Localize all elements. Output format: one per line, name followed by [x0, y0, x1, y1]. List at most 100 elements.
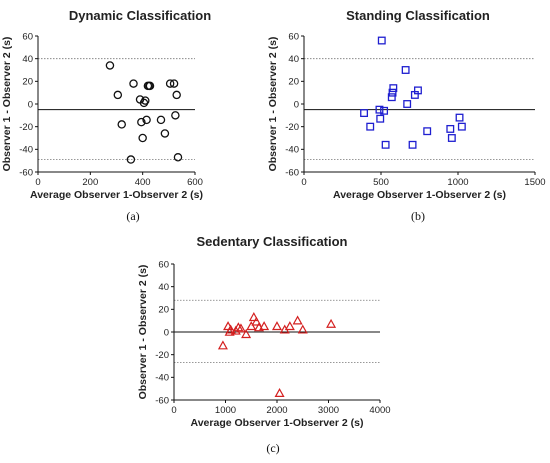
- y-tick-label: 60: [158, 259, 169, 270]
- data-point: [414, 86, 422, 95]
- data-point: [376, 114, 385, 123]
- data-point: [241, 329, 252, 339]
- y-tick-label: -40: [155, 373, 169, 384]
- data-point: [156, 115, 166, 125]
- data-point: [126, 155, 136, 164]
- panel-label: (b): [411, 209, 425, 223]
- x-tick-label: 4000: [369, 405, 390, 416]
- panel-2: Standing Classification -60 -40 -20 0 20 40 60 0…: [267, 8, 546, 223]
- data-point: [271, 321, 283, 331]
- data-point: [160, 129, 170, 138]
- y-tick-label: 40: [158, 282, 169, 293]
- panel-label: (c): [266, 441, 279, 455]
- data-point: [447, 134, 456, 142]
- x-tick-label: 1000: [215, 405, 236, 416]
- x-tick-label: 0: [171, 405, 176, 416]
- y-tick-label: 60: [288, 31, 299, 42]
- data-point: [246, 321, 257, 331]
- data-point: [284, 321, 295, 331]
- data-point: [389, 84, 398, 93]
- x-tick-label: 1500: [524, 177, 545, 188]
- y-tick-label: 60: [22, 31, 33, 42]
- y-tick-label: -60: [155, 395, 169, 406]
- data-point: [105, 61, 115, 70]
- x-axis-label: Average Observer 1-Observer 2 (s): [191, 417, 364, 429]
- y-tick-label: 20: [22, 77, 33, 88]
- data-point: [297, 324, 308, 334]
- y-tick-label: 0: [28, 99, 33, 110]
- data-point: [217, 340, 228, 350]
- chart-title: Sedentary Classification: [197, 234, 348, 249]
- data-point: [403, 100, 412, 108]
- data-point: [248, 312, 259, 322]
- y-tick-label: 40: [22, 54, 33, 65]
- data-point: [381, 140, 390, 149]
- data-point: [172, 90, 181, 100]
- y-axis-label: Observer 1 - Observer 2 (s): [137, 265, 149, 400]
- data-point: [173, 153, 183, 162]
- x-axis-label: Average Observer 1-Observer 2 (s): [30, 189, 203, 201]
- data-point: [446, 124, 455, 133]
- x-tick-label: 500: [373, 177, 389, 188]
- data-point: [137, 117, 146, 127]
- y-tick-label: 20: [158, 305, 169, 316]
- data-point: [380, 106, 389, 115]
- x-tick-label: 400: [135, 177, 151, 188]
- data-point: [274, 387, 285, 397]
- data-point: [401, 66, 410, 74]
- data-point: [142, 115, 151, 125]
- data-point: [387, 93, 396, 102]
- data-point: [408, 140, 417, 149]
- data-point: [251, 316, 262, 326]
- y-tick-label: 0: [164, 327, 169, 338]
- data-point: [171, 111, 180, 120]
- data-point: [292, 315, 303, 325]
- data-point: [233, 322, 244, 332]
- x-tick-label: 0: [35, 177, 40, 188]
- y-axis-label: Observer 1 - Observer 2 (s): [1, 37, 13, 172]
- panel-3: Sedentary Classification -60 -40 -20 0 20 40 60…: [137, 234, 391, 455]
- x-tick-label: 1000: [447, 177, 468, 188]
- chart-title: Standing Classification: [346, 8, 490, 23]
- y-tick-label: 0: [294, 99, 299, 110]
- y-tick-label: -20: [155, 350, 169, 361]
- y-tick-label: -20: [285, 122, 299, 133]
- data-point: [388, 88, 397, 97]
- data-point: [377, 36, 386, 45]
- x-tick-label: 2000: [266, 405, 287, 416]
- y-tick-label: -40: [285, 145, 299, 156]
- panel-label: (a): [126, 209, 139, 223]
- y-axis-label: Observer 1 - Observer 2 (s): [267, 37, 279, 172]
- data-point: [117, 120, 126, 129]
- data-point: [360, 109, 369, 118]
- data-point: [113, 90, 123, 100]
- data-point: [375, 105, 384, 114]
- y-tick-label: 20: [288, 77, 299, 88]
- data-point: [423, 127, 432, 136]
- data-point: [235, 323, 246, 333]
- x-tick-label: 0: [301, 177, 306, 188]
- data-point: [141, 96, 150, 105]
- y-tick-label: -40: [19, 145, 33, 156]
- data-point: [326, 318, 337, 328]
- y-tick-label: -60: [285, 167, 299, 178]
- data-point: [455, 113, 464, 122]
- data-point: [138, 133, 147, 143]
- data-point: [165, 79, 175, 88]
- data-point: [129, 79, 138, 88]
- x-axis-label: Average Observer 1-Observer 2 (s): [333, 189, 506, 201]
- y-tick-label: -60: [19, 167, 33, 178]
- y-tick-label: -20: [19, 122, 33, 133]
- chart-title: Dynamic Classification: [69, 8, 211, 23]
- y-tick-label: 40: [288, 54, 299, 65]
- x-tick-label: 200: [82, 177, 98, 188]
- x-tick-label: 600: [187, 177, 203, 188]
- data-point: [145, 81, 155, 91]
- data-point: [366, 122, 375, 131]
- x-tick-label: 3000: [318, 405, 339, 416]
- data-point: [259, 321, 270, 331]
- data-point: [169, 79, 179, 88]
- data-point: [457, 122, 466, 131]
